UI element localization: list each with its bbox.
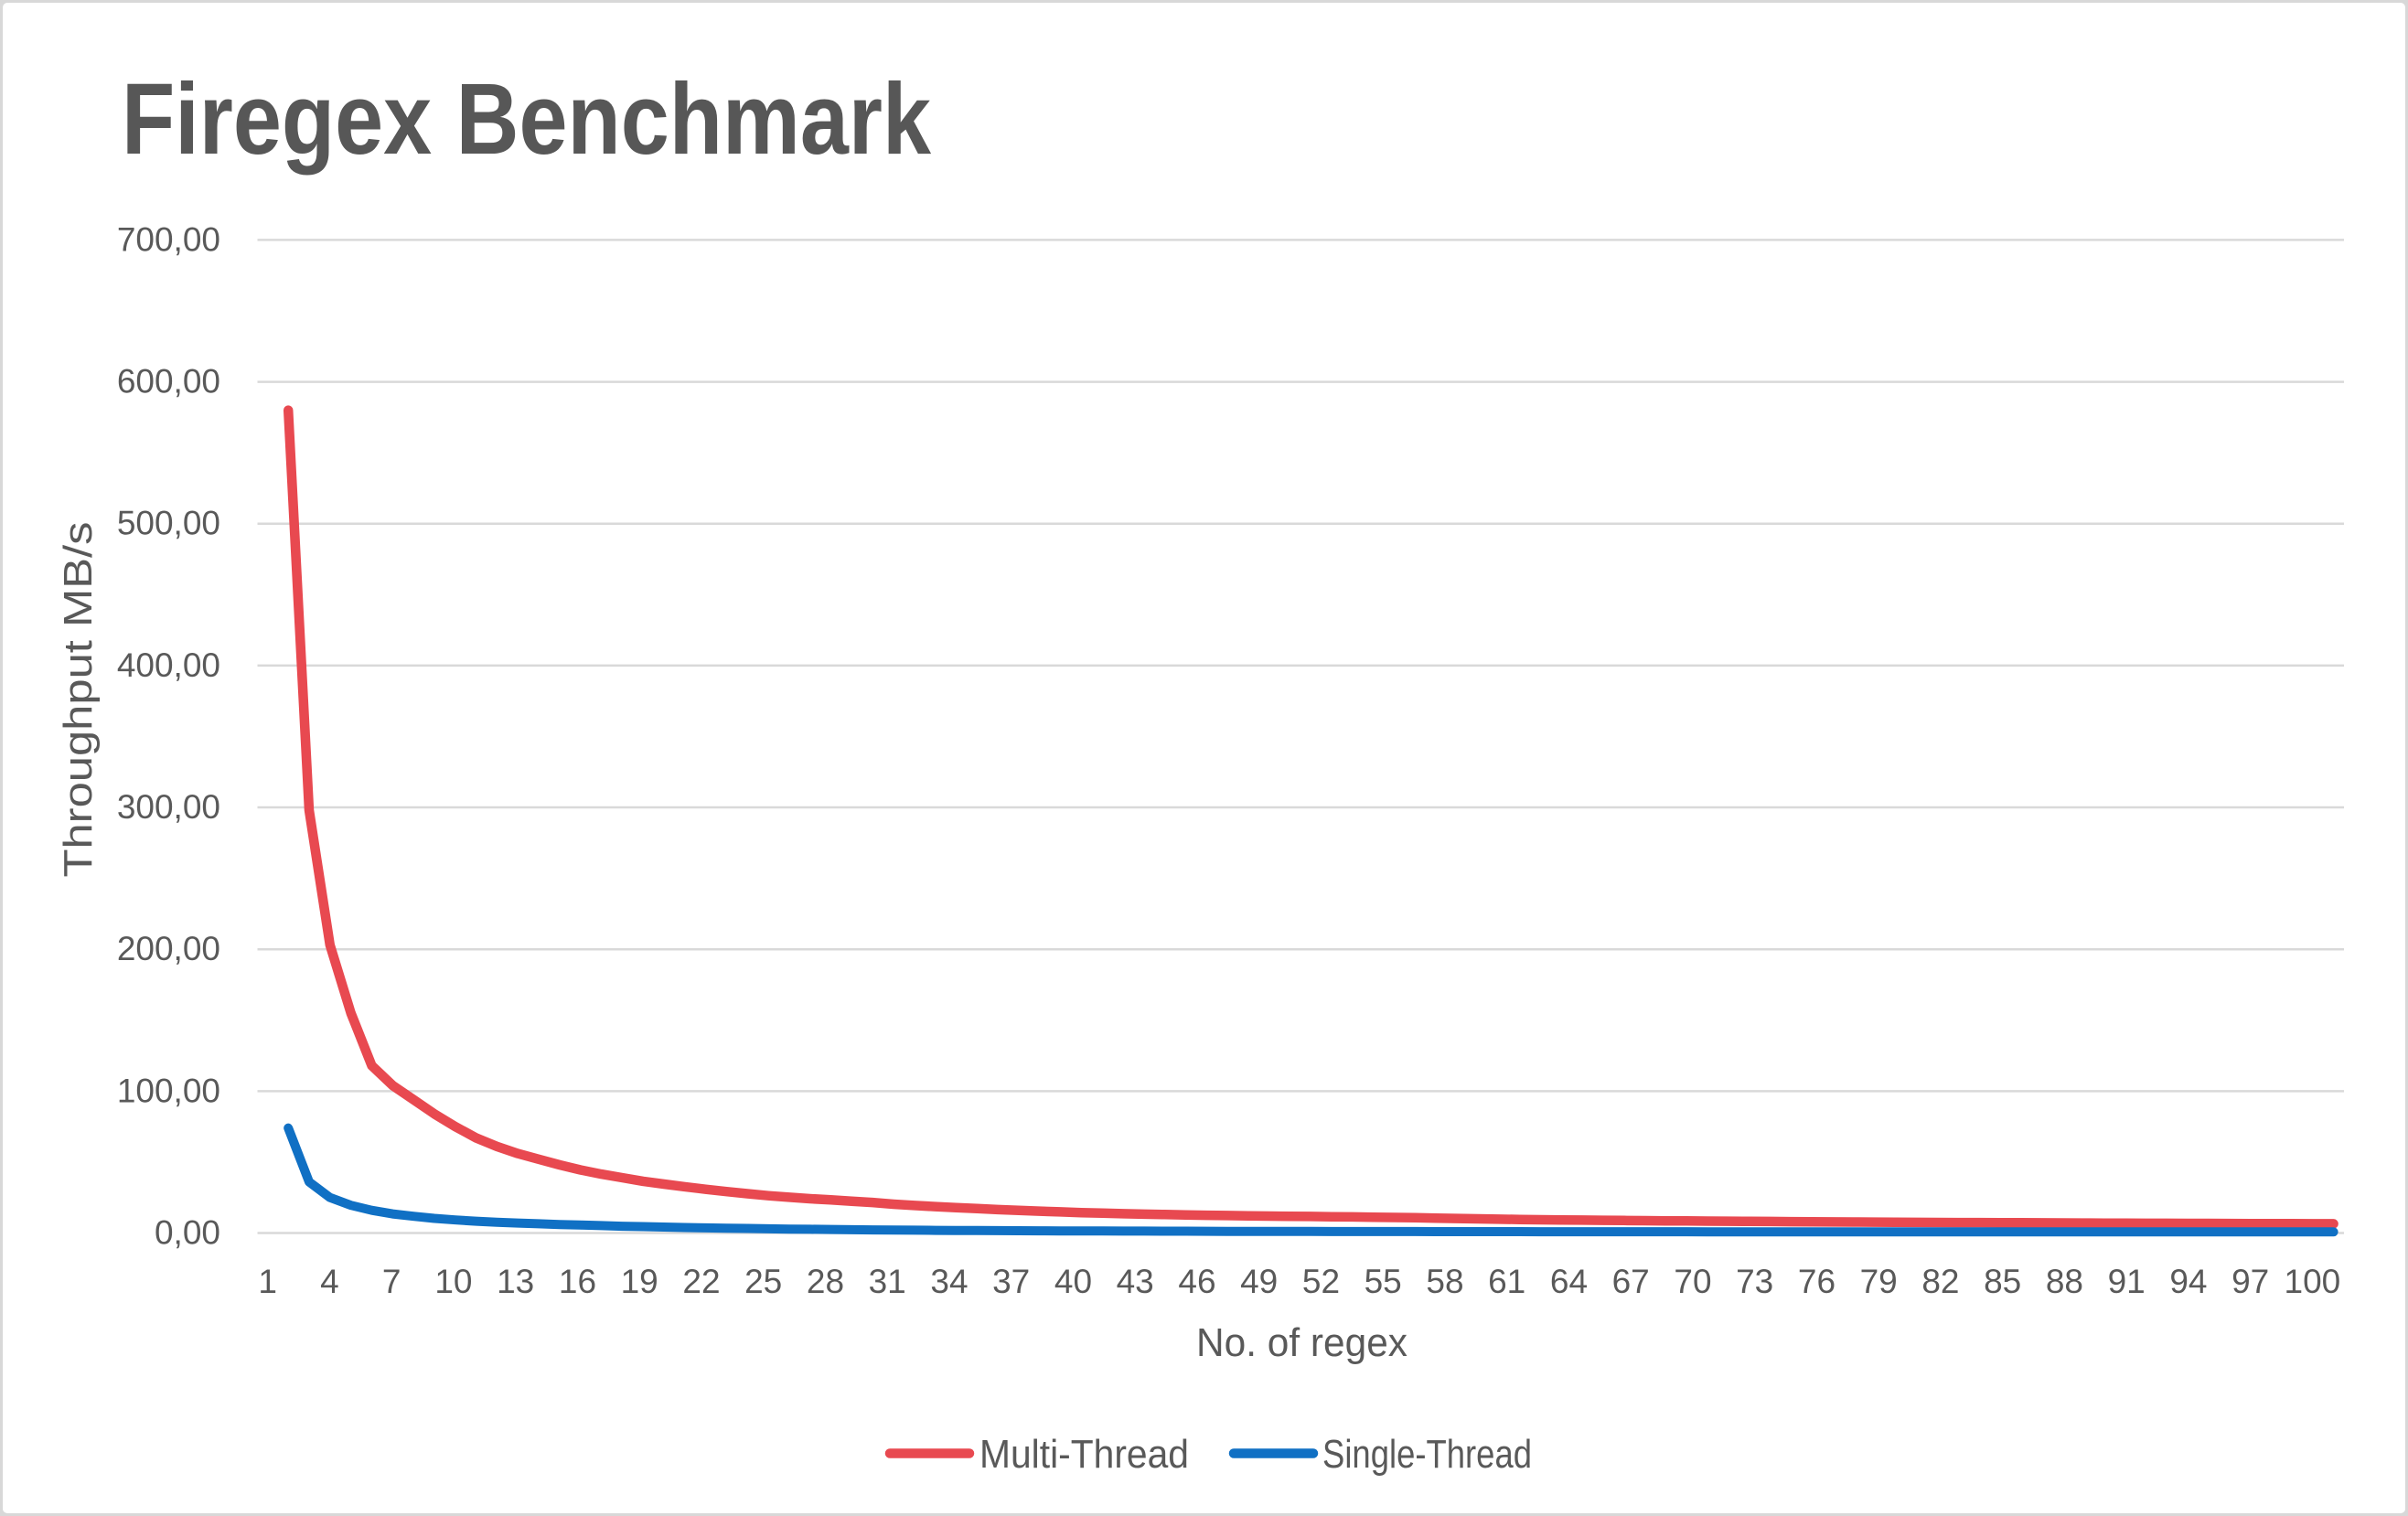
svg-text:16: 16: [559, 1263, 596, 1300]
svg-text:700,00: 700,00: [117, 220, 220, 258]
svg-text:4: 4: [320, 1263, 339, 1300]
svg-text:67: 67: [1612, 1263, 1650, 1300]
svg-text:49: 49: [1240, 1263, 1278, 1300]
svg-text:7: 7: [382, 1263, 401, 1300]
svg-text:10: 10: [434, 1263, 472, 1300]
svg-text:22: 22: [682, 1263, 720, 1300]
svg-text:13: 13: [497, 1263, 534, 1300]
svg-text:Throughput MB/s: Throughput MB/s: [57, 522, 101, 878]
svg-text:25: 25: [744, 1263, 782, 1300]
svg-text:61: 61: [1488, 1263, 1525, 1300]
svg-text:43: 43: [1117, 1263, 1154, 1300]
svg-text:91: 91: [2108, 1263, 2146, 1300]
svg-text:300,00: 300,00: [117, 788, 220, 826]
svg-text:70: 70: [1674, 1263, 1711, 1300]
svg-text:100,00: 100,00: [117, 1072, 220, 1109]
svg-text:52: 52: [1302, 1263, 1340, 1300]
svg-text:No. of regex: No. of regex: [1196, 1321, 1407, 1365]
svg-text:73: 73: [1736, 1263, 1773, 1300]
svg-text:Firegex Benchmark: Firegex Benchmark: [122, 63, 932, 176]
svg-text:Single-Thread: Single-Thread: [1322, 1433, 1532, 1477]
svg-text:100: 100: [2285, 1263, 2341, 1300]
svg-text:55: 55: [1365, 1263, 1402, 1300]
svg-text:400,00: 400,00: [117, 646, 220, 684]
svg-text:500,00: 500,00: [117, 505, 220, 542]
svg-text:46: 46: [1178, 1263, 1215, 1300]
svg-text:82: 82: [1921, 1263, 1959, 1300]
svg-text:34: 34: [930, 1263, 968, 1300]
svg-text:0,00: 0,00: [155, 1214, 220, 1252]
svg-text:200,00: 200,00: [117, 930, 220, 967]
svg-text:1: 1: [258, 1263, 277, 1300]
svg-text:58: 58: [1426, 1263, 1463, 1300]
svg-text:79: 79: [1860, 1263, 1898, 1300]
svg-text:19: 19: [621, 1263, 658, 1300]
svg-text:76: 76: [1798, 1263, 1835, 1300]
svg-text:31: 31: [869, 1263, 906, 1300]
svg-text:28: 28: [807, 1263, 844, 1300]
svg-text:88: 88: [2046, 1263, 2083, 1300]
svg-text:94: 94: [2169, 1263, 2207, 1300]
svg-text:37: 37: [992, 1263, 1030, 1300]
svg-text:Multi-Thread: Multi-Thread: [979, 1433, 1189, 1477]
svg-text:40: 40: [1054, 1263, 1092, 1300]
svg-text:97: 97: [2231, 1263, 2269, 1300]
svg-text:64: 64: [1550, 1263, 1588, 1300]
svg-text:85: 85: [1984, 1263, 2021, 1300]
svg-text:600,00: 600,00: [117, 363, 220, 400]
